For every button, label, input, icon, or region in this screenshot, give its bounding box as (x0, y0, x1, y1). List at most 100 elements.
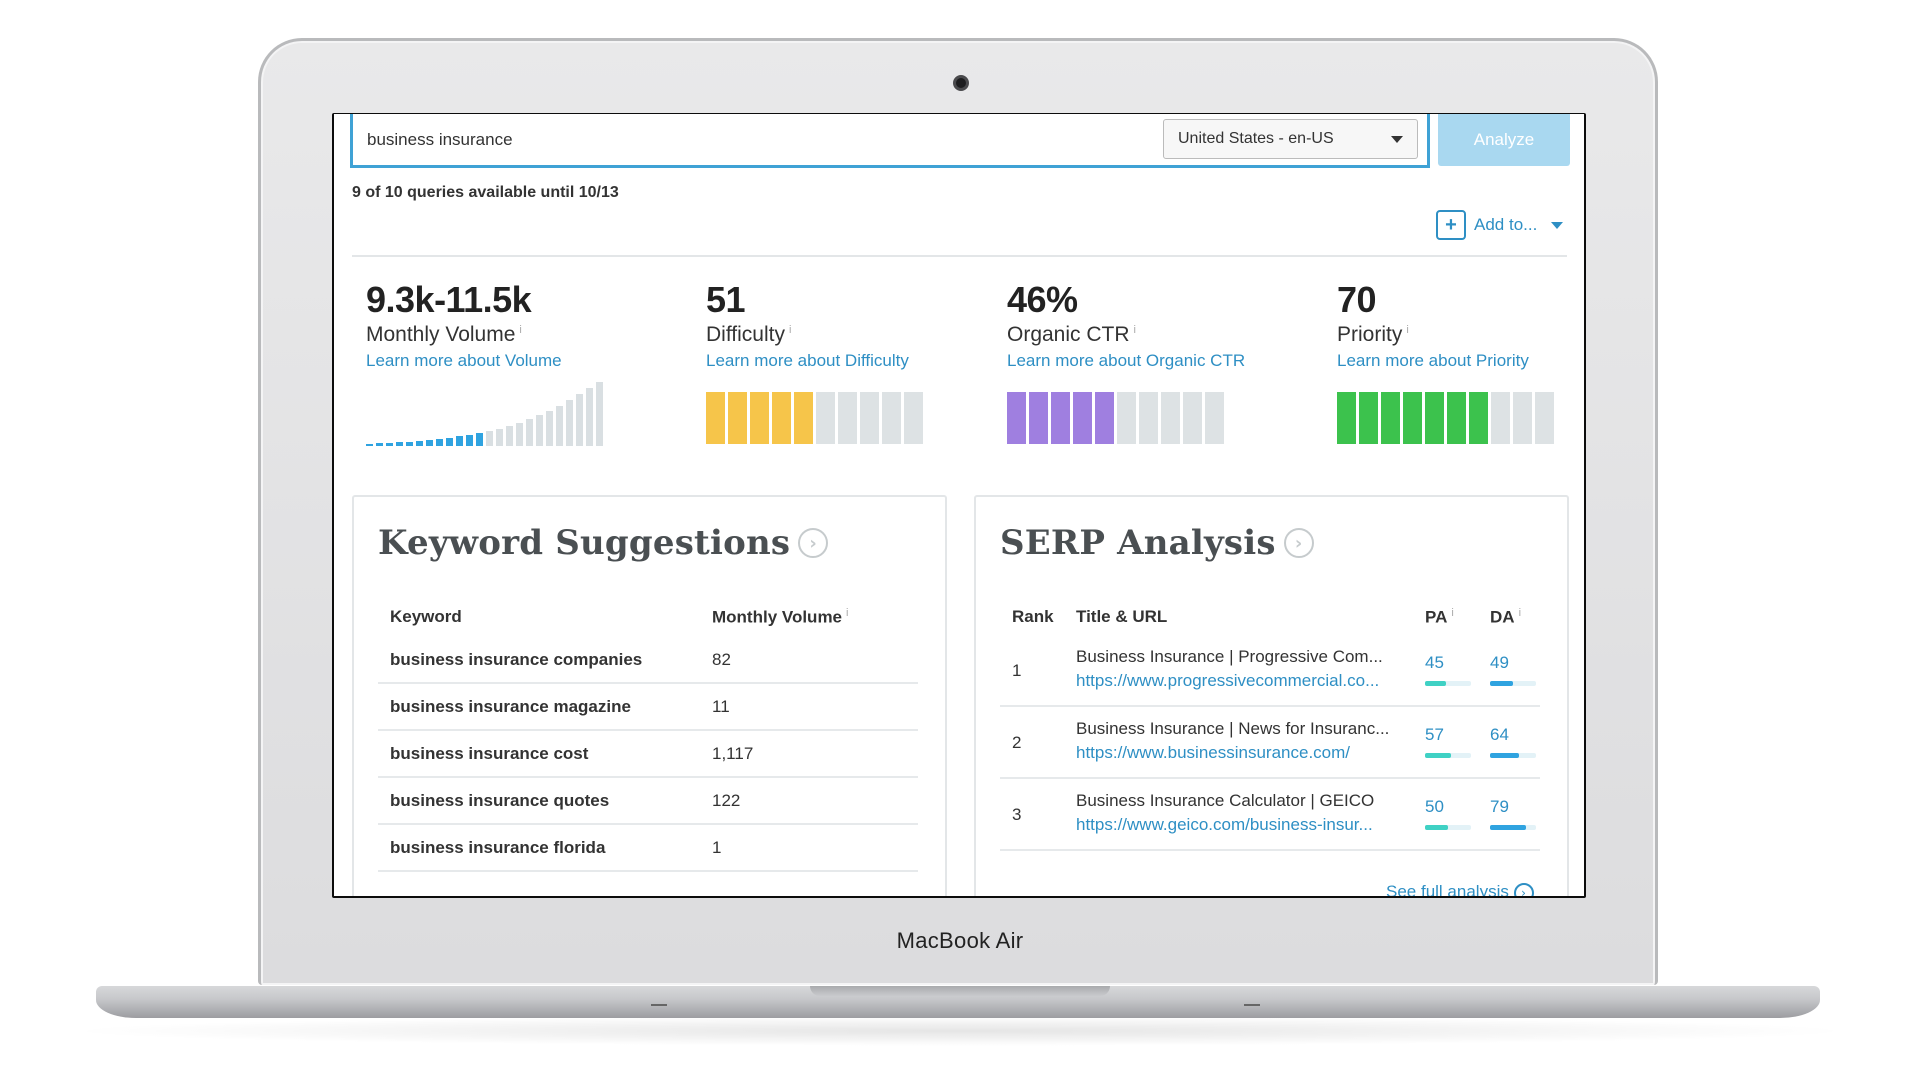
table-row[interactable]: business insurance quotes 122 (378, 778, 918, 825)
result-url-link[interactable]: https://www.geico.com/business-insur... (1076, 815, 1373, 834)
pa-bar-fill (1425, 753, 1452, 758)
table-row[interactable]: business insurance cost 1,117 (378, 731, 918, 778)
metric-label: Organic CTR i (1007, 323, 1136, 346)
volume-bar (476, 433, 483, 446)
info-icon[interactable]: i (519, 324, 522, 336)
info-icon[interactable]: i (1133, 324, 1136, 336)
pa-bar (1425, 753, 1471, 758)
pa-bar-fill (1425, 681, 1446, 686)
volume-bar (446, 438, 453, 446)
volume-bar (516, 423, 523, 446)
learn-more-difficulty-link[interactable]: Learn more about Difficulty (706, 351, 909, 370)
volume-bar (536, 415, 543, 446)
da-bar-fill (1490, 825, 1527, 830)
table-row[interactable]: 2 Business Insurance | News for Insuranc… (1000, 707, 1540, 779)
info-icon[interactable]: i (1406, 324, 1409, 336)
info-icon[interactable]: i (788, 324, 792, 336)
meter-segment (860, 392, 879, 444)
metric-value: 46% (1007, 279, 1078, 320)
meter-segment (1403, 392, 1422, 444)
meter-segment (1359, 392, 1378, 444)
table-row[interactable]: 1 Business Insurance | Progressive Com..… (1000, 635, 1540, 707)
ctr-meter (1007, 392, 1224, 444)
column-header-keyword: Keyword (390, 607, 462, 626)
volume-bar (416, 441, 423, 446)
keyword-cell: business insurance quotes (390, 791, 610, 810)
metric-label: Priority i (1337, 323, 1409, 346)
keyword-cell: business insurance cost (390, 744, 589, 763)
keyword-cell: business insurance companies (390, 650, 643, 669)
keyword-cell: business insurance florida (390, 838, 606, 857)
column-header-pa: PA i (1425, 607, 1454, 627)
result-url-link[interactable]: https://www.progressivecommercial.co... (1076, 671, 1380, 690)
metric-value: 9.3k-11.5k (366, 279, 532, 320)
pa-bar (1425, 681, 1471, 686)
card-title[interactable]: SERP Analysis › (1000, 523, 1314, 563)
metric-label: Difficulty i (706, 323, 792, 346)
learn-more-priority-link[interactable]: Learn more about Priority (1337, 351, 1529, 370)
volume-bar (486, 431, 493, 446)
column-header-rank: Rank (1012, 607, 1054, 626)
metric-priority: 70 Priority i Learn more about Priority (1337, 279, 1529, 371)
result-url-link[interactable]: https://www.businessinsurance.com/ (1076, 743, 1351, 762)
chevron-right-icon[interactable]: › (1283, 528, 1314, 558)
meter-segment (1183, 392, 1202, 444)
meter-segment (1425, 392, 1444, 444)
column-header-monthly-volume: Monthly Volume i (712, 607, 849, 627)
rank-cell: 3 (1012, 805, 1022, 824)
card-title[interactable]: Keyword Suggestions › (378, 523, 829, 563)
difficulty-meter (706, 392, 923, 444)
volume-bar (376, 443, 383, 446)
plus-icon: + (1436, 210, 1466, 240)
table-row[interactable]: business insurance companies 82 (378, 637, 918, 684)
da-bar (1490, 753, 1536, 758)
table-row[interactable]: business insurance florida 1 (378, 825, 918, 872)
da-bar-fill (1490, 681, 1513, 686)
table-row[interactable]: 3 Business Insurance Calculator | GEICO … (1000, 779, 1540, 851)
result-title: Business Insurance | News for Insuranc..… (1076, 719, 1390, 738)
meter-segment (1337, 392, 1356, 444)
meter-segment (794, 392, 813, 444)
rank-cell: 2 (1012, 733, 1022, 752)
volume-cell: 122 (712, 791, 741, 810)
see-full-analysis-link[interactable]: See full analysis › (1386, 882, 1534, 896)
meter-segment (1513, 392, 1532, 444)
learn-more-ctr-link[interactable]: Learn more about Organic CTR (1007, 351, 1246, 370)
meter-segment (750, 392, 769, 444)
learn-more-volume-link[interactable]: Learn more about Volume (366, 351, 562, 370)
info-icon: i (1518, 607, 1522, 619)
info-icon: i (846, 607, 849, 619)
meter-segment (816, 392, 835, 444)
pa-bar-fill (1425, 825, 1448, 830)
table-row[interactable]: business insurance magazine 11 (378, 684, 918, 731)
chevron-right-icon[interactable]: › (798, 528, 829, 558)
meter-segment (728, 392, 747, 444)
volume-bar (466, 435, 473, 446)
column-header-da: DA i (1490, 607, 1522, 627)
volume-bar (586, 388, 593, 446)
volume-bar (366, 444, 373, 446)
da-value: 49 (1490, 653, 1509, 672)
meter-segment (1535, 392, 1554, 444)
volume-bar (566, 400, 573, 446)
laptop-foot (651, 1004, 667, 1006)
info-icon: i (1451, 607, 1454, 619)
pa-value: 50 (1425, 797, 1444, 816)
locale-select[interactable]: United States - en-US (1163, 119, 1418, 159)
meter-segment (1139, 392, 1158, 444)
keyword-cell: business insurance magazine (390, 697, 631, 716)
laptop-foot (1244, 1004, 1260, 1006)
meter-segment (1073, 392, 1092, 444)
caret-down-icon (1391, 136, 1403, 143)
queries-available-note: 9 of 10 queries available until 10/13 (352, 184, 619, 201)
analyze-button[interactable]: Analyze (1438, 114, 1570, 166)
meter-segment (1161, 392, 1180, 444)
meter-segment (1051, 392, 1070, 444)
meter-segment (1095, 392, 1114, 444)
add-to-button[interactable]: + Add to... (1436, 209, 1564, 241)
result-title: Business Insurance Calculator | GEICO (1076, 791, 1375, 810)
volume-bar (456, 436, 463, 446)
metric-label: Monthly Volume i (366, 323, 522, 346)
laptop-shadow (60, 1016, 1860, 1046)
search-input[interactable] (367, 128, 1067, 152)
